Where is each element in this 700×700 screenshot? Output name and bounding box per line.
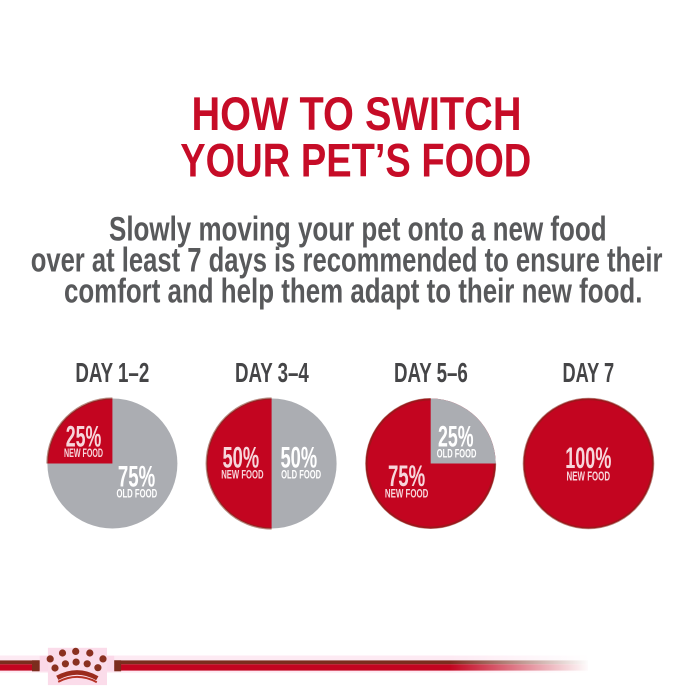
svg-text:25%: 25% — [438, 421, 474, 454]
svg-text:Slowly moving your pet onto a: Slowly moving your pet onto a new food — [109, 210, 607, 248]
svg-text:OLD FOOD: OLD FOOD — [281, 469, 321, 482]
svg-text:50%: 50% — [223, 442, 260, 475]
svg-text:25%: 25% — [66, 420, 102, 453]
svg-text:NEW FOOD: NEW FOOD — [385, 488, 428, 501]
svg-text:DAY 3–4: DAY 3–4 — [235, 356, 309, 388]
svg-text:NEW FOOD: NEW FOOD — [221, 469, 263, 482]
svg-text:DAY 5–6: DAY 5–6 — [394, 356, 468, 388]
svg-text:NEW FOOD: NEW FOOD — [567, 469, 611, 483]
svg-text:comfort and help them adapt to: comfort and help them adapt to their new… — [64, 273, 643, 311]
svg-text:DAY 7: DAY 7 — [563, 356, 615, 388]
svg-text:DAY 1–2: DAY 1–2 — [75, 356, 149, 388]
svg-text:OLD FOOD: OLD FOOD — [437, 447, 477, 460]
svg-text:75%: 75% — [118, 460, 155, 493]
svg-text:75%: 75% — [388, 460, 425, 493]
svg-text:OLD FOOD: OLD FOOD — [116, 488, 157, 501]
svg-text:100%: 100% — [565, 442, 611, 475]
svg-text:HOW TO SWITCH: HOW TO SWITCH — [192, 87, 522, 140]
svg-text:50%: 50% — [281, 442, 318, 475]
svg-text:YOUR PET’S FOOD: YOUR PET’S FOOD — [180, 134, 531, 187]
svg-text:over at least 7 days is recomm: over at least 7 days is recommended to e… — [31, 242, 663, 280]
svg-text:NEW FOOD: NEW FOOD — [64, 447, 103, 460]
